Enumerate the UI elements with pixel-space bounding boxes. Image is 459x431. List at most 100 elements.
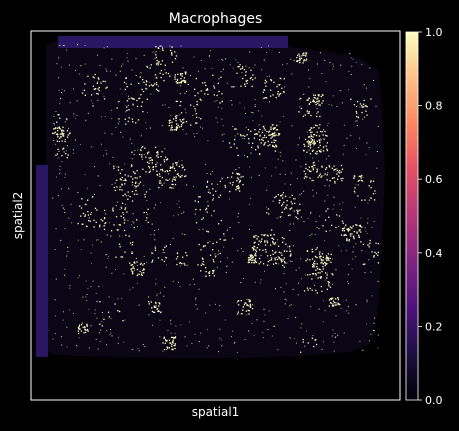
expression-point <box>119 88 121 90</box>
expression-point <box>61 205 63 207</box>
expression-point <box>237 185 239 187</box>
expression-point <box>316 112 318 114</box>
expression-point <box>213 269 215 271</box>
expression-point <box>260 142 262 144</box>
expression-point <box>85 203 87 205</box>
expression-point <box>218 250 220 252</box>
expression-point <box>326 148 328 150</box>
expression-point <box>343 227 345 229</box>
expression-point <box>267 208 270 210</box>
expression-point <box>178 160 180 162</box>
expression-point <box>113 167 115 169</box>
expression-point <box>131 252 134 254</box>
expression-point <box>231 86 233 88</box>
expression-point <box>328 285 330 287</box>
expression-point <box>368 259 370 261</box>
expression-point <box>172 237 174 239</box>
expression-point <box>345 299 347 301</box>
expression-point <box>124 174 126 176</box>
expression-point <box>246 304 248 306</box>
expression-point <box>127 220 129 222</box>
expression-point <box>246 79 249 82</box>
expression-point <box>311 166 313 168</box>
expression-point <box>100 329 102 331</box>
expression-point <box>54 299 56 301</box>
expression-point <box>169 75 171 77</box>
expression-point <box>63 133 65 135</box>
expression-point <box>266 240 268 242</box>
expression-point <box>319 269 321 271</box>
expression-point <box>323 341 324 343</box>
expression-point <box>75 70 77 71</box>
expression-point <box>247 305 249 307</box>
expression-point <box>174 347 176 350</box>
expression-point <box>82 212 85 215</box>
expression-point <box>180 101 182 103</box>
expression-point <box>319 104 321 106</box>
expression-point <box>185 71 187 73</box>
expression-point <box>168 122 171 124</box>
expression-point <box>315 103 317 106</box>
expression-point <box>315 273 317 275</box>
expression-point <box>340 308 342 309</box>
expression-point <box>319 142 321 144</box>
expression-point <box>152 252 154 254</box>
expression-point <box>162 170 164 172</box>
expression-point <box>171 54 173 56</box>
expression-point <box>314 142 316 144</box>
expression-point <box>77 44 79 46</box>
expression-point <box>119 186 121 188</box>
expression-point <box>135 187 137 189</box>
expression-point <box>356 125 358 127</box>
expression-point <box>112 207 114 209</box>
expression-point <box>142 269 144 271</box>
expression-point <box>301 323 303 325</box>
expression-point <box>204 82 206 84</box>
expression-point <box>186 254 188 257</box>
expression-point <box>264 244 267 246</box>
expression-point <box>300 327 302 329</box>
expression-point <box>221 107 223 109</box>
expression-point <box>208 56 210 58</box>
expression-point <box>135 185 138 188</box>
expression-point <box>171 343 173 346</box>
expression-point <box>370 98 372 100</box>
expression-point <box>315 256 317 258</box>
expression-point <box>117 342 119 344</box>
expression-point <box>224 184 226 187</box>
expression-point <box>166 257 167 259</box>
expression-point <box>125 123 127 125</box>
expression-point <box>369 67 371 69</box>
expression-point <box>361 111 363 114</box>
expression-point <box>271 229 273 231</box>
expression-point <box>155 302 157 304</box>
expression-point <box>56 127 58 129</box>
expression-point <box>211 183 213 185</box>
expression-point <box>84 331 87 333</box>
expression-point <box>300 216 302 218</box>
expression-point <box>281 260 283 262</box>
expression-point <box>331 335 333 337</box>
expression-point <box>314 164 316 166</box>
expression-point <box>143 255 145 257</box>
expression-point <box>154 306 156 308</box>
expression-point <box>143 211 145 214</box>
expression-point <box>252 249 255 251</box>
expression-point <box>81 223 83 225</box>
expression-point <box>216 266 218 268</box>
expression-point <box>356 106 358 107</box>
expression-point <box>338 215 341 217</box>
expression-point <box>194 108 196 110</box>
expression-point <box>172 339 174 341</box>
expression-point <box>303 177 306 179</box>
expression-point <box>276 217 278 219</box>
expression-point <box>125 203 127 205</box>
expression-point <box>242 306 244 308</box>
expression-point <box>348 89 350 91</box>
expression-point <box>255 149 257 151</box>
expression-point <box>214 253 216 255</box>
expression-point <box>299 62 301 64</box>
expression-point <box>318 228 320 230</box>
expression-point <box>373 329 374 331</box>
expression-point <box>340 209 342 211</box>
